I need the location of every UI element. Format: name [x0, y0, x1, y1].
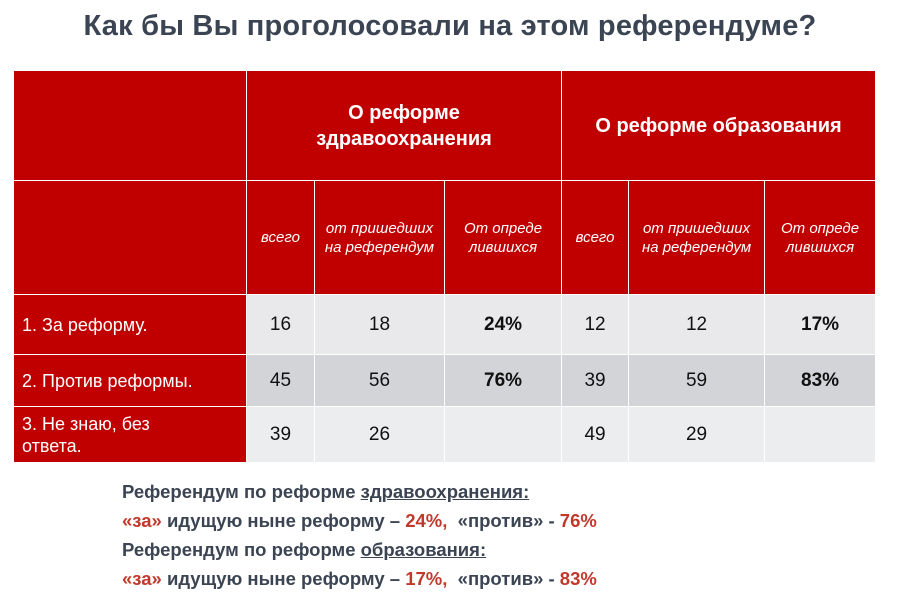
- summary-for-pct: 17%,: [405, 568, 448, 589]
- summary-line-education-result: «за» идущую ныне реформу – 17%, «против»…: [122, 564, 597, 593]
- table-cell: 18: [314, 294, 445, 355]
- summary-text: «против» -: [447, 510, 560, 531]
- summary-topic: образования:: [360, 539, 487, 560]
- summary-line-health-result: «за» идущую ныне реформу – 24%, «против»…: [122, 506, 597, 535]
- summary-line-health-title: Референдум по реформе здравоохранения:: [122, 477, 597, 506]
- group-header-health-label: О реформе здравоохранения: [316, 101, 492, 150]
- table-cell: 12: [628, 294, 766, 355]
- table-cell: 26: [314, 406, 445, 463]
- table-cell: 24%: [443, 294, 563, 355]
- subheader-decided: От определившихся: [764, 180, 877, 295]
- group-header-education: О реформе образования: [561, 70, 877, 181]
- table-row: 1. За реформу. 16 18 24% 12 12 17%: [13, 294, 877, 355]
- table-cell: 76%: [443, 354, 563, 407]
- table-cell: 12: [561, 294, 630, 355]
- summary-text: Референдум по реформе: [122, 481, 361, 502]
- summary-for: «за»: [122, 510, 162, 531]
- summary-text: «против» -: [447, 568, 560, 589]
- subheader-voters: от пришедших на референдум: [314, 180, 445, 295]
- row-label: 2. Против реформы.: [13, 354, 247, 407]
- summary-line-education-title: Референдум по реформе образования:: [122, 535, 597, 564]
- subheader-decided-label: От определившихся: [780, 219, 860, 256]
- subheader-total: всего: [246, 180, 315, 295]
- results-table: О реформе здравоохранения О реформе обра…: [13, 70, 877, 463]
- subheader-corner: [13, 180, 247, 295]
- page-title: Как бы Вы проголосовали на этом референд…: [83, 10, 817, 42]
- summary-against-pct: 76%: [559, 510, 597, 531]
- header-corner: [13, 70, 247, 181]
- subheader-voters-label: от пришедших на референдум: [324, 219, 435, 256]
- row-label: 1. За реформу.: [13, 294, 247, 355]
- table-cell: 39: [561, 354, 630, 407]
- summary-text: Референдум по реформе: [122, 539, 361, 560]
- subheader-decided: От определившихся: [443, 180, 563, 295]
- table-cell: 17%: [764, 294, 877, 355]
- summary-for: «за»: [122, 568, 162, 589]
- table-cell: 49: [561, 406, 630, 463]
- group-header-health: О реформе здравоохранения: [245, 70, 563, 181]
- table-row: 2. Против реформы. 45 56 76% 39 59 83%: [13, 354, 877, 407]
- table-cell: [764, 406, 877, 463]
- subheader-voters: от пришедших на референдум: [628, 180, 766, 295]
- subheader-voters-label: от пришедших на референдум: [641, 219, 752, 256]
- summary-topic: здравоохранения:: [360, 481, 530, 502]
- table-cell: 59: [628, 354, 766, 407]
- table-cell: 45: [246, 354, 315, 407]
- table-cell: 83%: [764, 354, 877, 407]
- table-row: 3. Не знаю, без ответа. 39 26 49 29: [13, 406, 877, 463]
- summary-block: Референдум по реформе здравоохранения: «…: [122, 477, 597, 593]
- subheader-decided-label: От определившихся: [463, 219, 543, 256]
- summary-text: идущую ныне реформу –: [161, 510, 406, 531]
- table-cell: 56: [314, 354, 445, 407]
- table-cell: 39: [246, 406, 315, 463]
- row-label: 3. Не знаю, без ответа.: [13, 406, 247, 463]
- summary-against-pct: 83%: [559, 568, 597, 589]
- summary-text: идущую ныне реформу –: [161, 568, 406, 589]
- table-cell: 29: [628, 406, 766, 463]
- summary-for-pct: 24%,: [405, 510, 448, 531]
- subheader-total: всего: [561, 180, 630, 295]
- table-cell: 16: [246, 294, 315, 355]
- row-label-text: 3. Не знаю, без ответа.: [22, 413, 150, 456]
- table-cell: [443, 406, 563, 463]
